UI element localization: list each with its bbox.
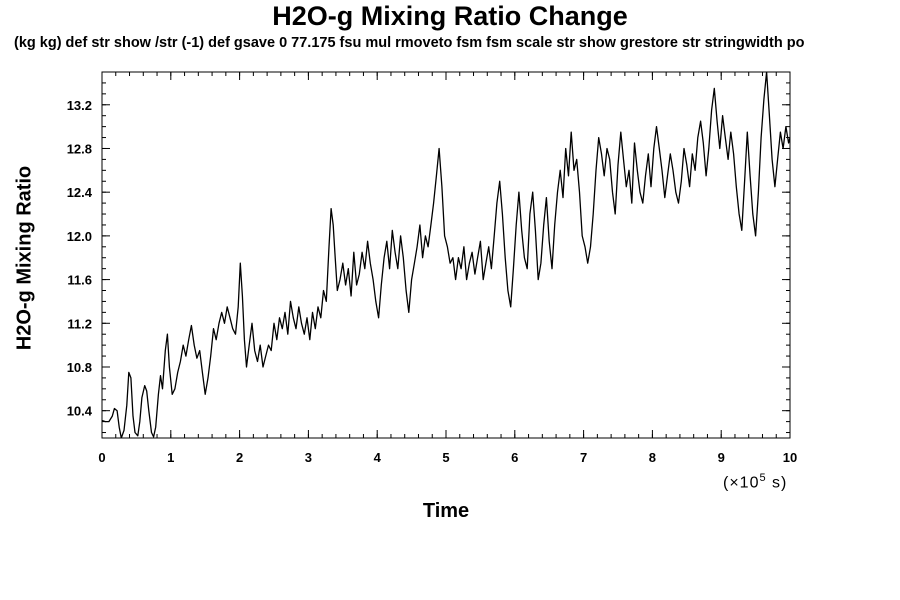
x-tick-label: 9	[718, 450, 725, 465]
x-axis-unit: (×105 s)	[723, 472, 787, 492]
series-line	[102, 72, 790, 438]
chart-subtitle: (kg kg) def str show /str (-1) def gsave…	[14, 35, 805, 51]
y-tick-label: 13.2	[67, 98, 92, 113]
x-tick-label: 8	[649, 450, 656, 465]
x-tick-label: 6	[511, 450, 518, 465]
x-tick-label: 3	[305, 450, 312, 465]
x-tick-label: 2	[236, 450, 243, 465]
y-tick-label: 10.8	[67, 360, 92, 375]
x-unit-suffix: s)	[766, 474, 788, 492]
plot-frame	[101, 71, 791, 439]
y-tick-label: 10.4	[67, 404, 93, 419]
x-tick-label: 5	[442, 450, 449, 465]
x-unit-prefix: (×10	[723, 474, 760, 492]
x-tick-label: 7	[580, 450, 587, 465]
x-tick-label: 4	[374, 450, 382, 465]
x-tick-label: 10	[783, 450, 797, 465]
x-unit-exponent: 5	[759, 472, 767, 484]
y-tick-label: 12.8	[67, 141, 92, 156]
y-tick-label: 11.6	[67, 273, 92, 288]
x-tick-label: 1	[167, 450, 174, 465]
x-axis-label: Time	[422, 500, 470, 522]
y-tick-label: 12.4	[67, 185, 93, 200]
y-tick-label: 11.2	[67, 316, 92, 331]
chart-title: H2O-g Mixing Ratio Change	[272, 1, 628, 31]
x-tick-label: 0	[98, 450, 105, 465]
y-tick-label: 12.0	[67, 229, 92, 244]
